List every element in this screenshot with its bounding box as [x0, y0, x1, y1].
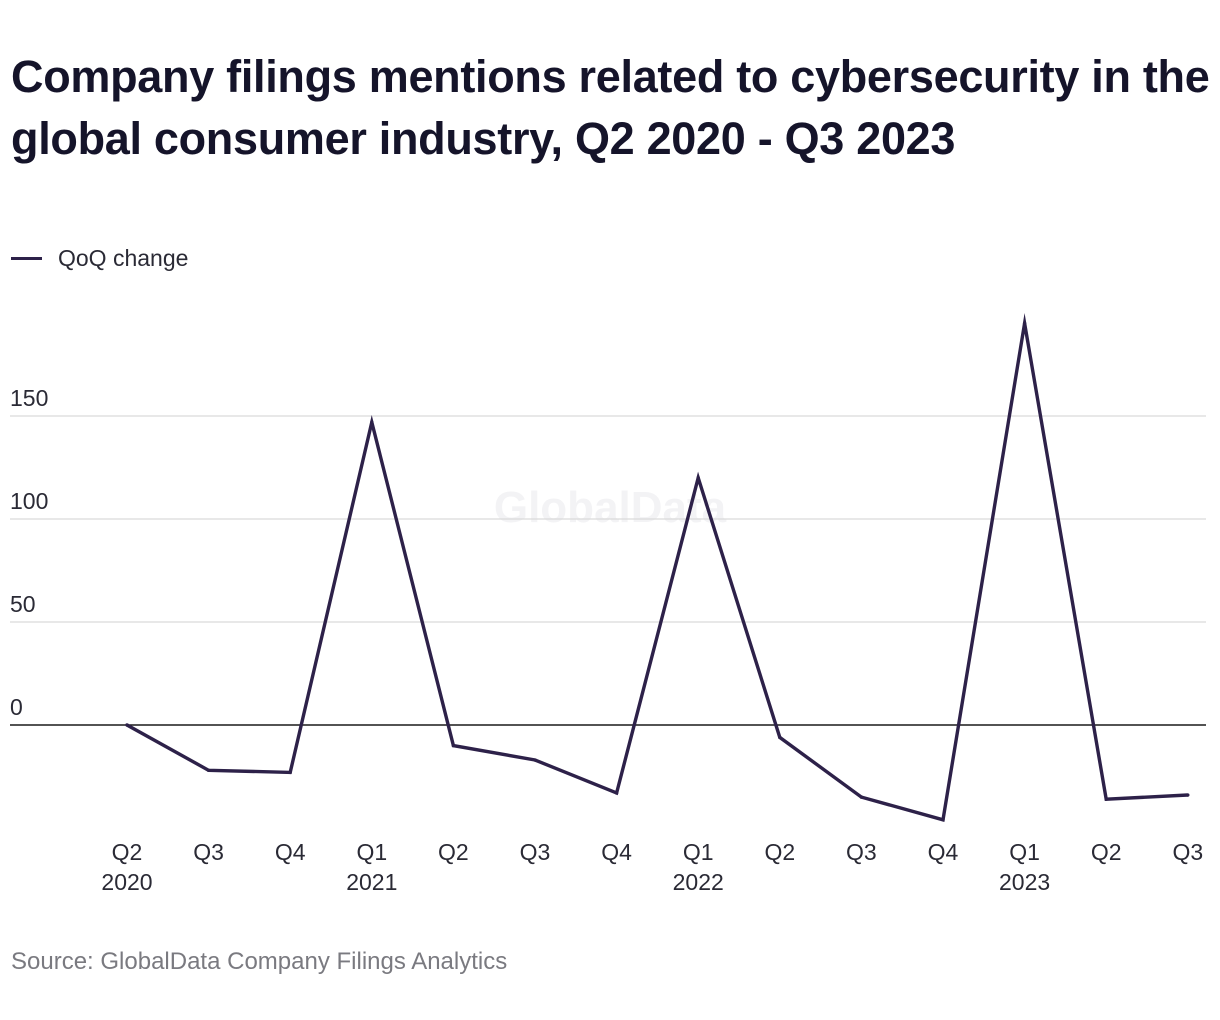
- data-point: [206, 768, 211, 773]
- x-tick-year-label: 2021: [346, 869, 397, 895]
- source-note: Source: GlobalData Company Filings Analy…: [11, 948, 508, 975]
- data-point: [533, 758, 537, 762]
- legend: QoQ change: [11, 243, 188, 273]
- legend-label: QoQ change: [58, 244, 189, 271]
- data-point: [370, 420, 374, 424]
- data-point: [1104, 797, 1108, 801]
- x-tick-label: Q4: [275, 839, 306, 865]
- x-tick-label: Q2: [1091, 839, 1122, 865]
- x-tick-label: Q2: [438, 839, 469, 865]
- legend-swatch: [11, 256, 42, 260]
- data-point: [614, 791, 619, 795]
- data-point: [288, 770, 292, 775]
- data-point: [125, 723, 129, 727]
- x-tick-year-label: 2023: [999, 869, 1050, 895]
- data-point: [1022, 321, 1027, 325]
- x-tick-label: Q2: [112, 839, 143, 865]
- data-point: [696, 476, 700, 480]
- x-tick-label: Q4: [928, 839, 959, 865]
- data-point: [451, 743, 456, 748]
- series-line: [126, 313, 1188, 822]
- y-tick-label: 150: [10, 385, 48, 411]
- x-tick-label: Q3: [193, 839, 224, 865]
- x-tick-label: Q4: [601, 839, 632, 865]
- x-tick-year-label: 2020: [101, 869, 152, 895]
- x-tick-label: Q2: [764, 839, 795, 865]
- x-tick-label: Q1: [683, 839, 714, 865]
- y-tick-label: 100: [10, 488, 48, 514]
- x-tick-year-label: 2022: [673, 869, 724, 895]
- y-tick-label: 50: [10, 591, 36, 617]
- x-tick-label: Q3: [846, 839, 877, 865]
- data-point: [941, 818, 945, 822]
- x-tick-label: Q1: [356, 839, 387, 865]
- data-point: [778, 735, 782, 740]
- x-tick-label: Q3: [1172, 839, 1203, 865]
- data-point: [1186, 793, 1190, 797]
- y-tick-label: 0: [10, 694, 23, 720]
- chart-title: Company filings mentions related to cybe…: [11, 51, 1210, 164]
- data-point: [859, 795, 864, 799]
- x-tick-label: Q1: [1009, 839, 1040, 865]
- x-tick-label: Q3: [520, 839, 551, 865]
